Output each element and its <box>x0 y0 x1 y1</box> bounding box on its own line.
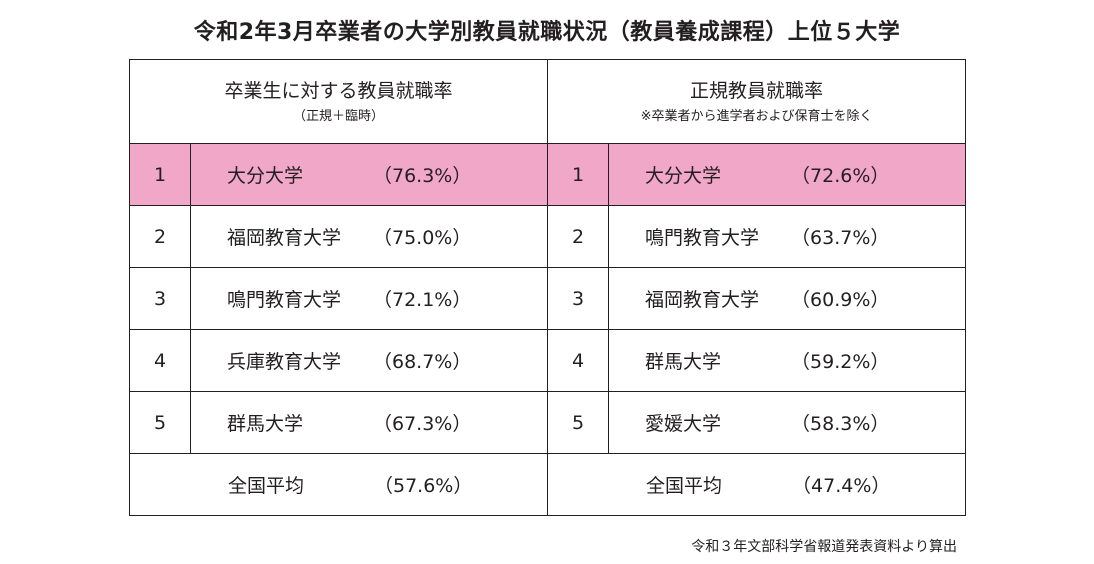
right-rank: 3 <box>547 267 610 330</box>
left-university: 福岡教育大学 （75.0%） <box>189 205 549 268</box>
employment-rate: （58.3%） <box>791 413 890 435</box>
university-name: 大分大学 <box>645 165 722 187</box>
table-row: 5 群馬大学 （67.3%） 5 愛媛大学 （58.3%） <box>129 391 967 454</box>
university-name: 兵庫教育大学 <box>227 351 342 373</box>
left-header-title: 卒業生に対する教員就職率 <box>224 79 453 102</box>
right-university: 大分大学 （72.6%） <box>608 143 967 206</box>
table-header-row: 卒業生に対する教員就職率 （正規＋臨時） 正規教員就職率 ※卒業者から進学者およ… <box>128 59 967 144</box>
left-university: 大分大学 （76.3%） <box>189 143 549 206</box>
average-rate: （47.4%） <box>792 475 891 497</box>
university-name: 愛媛大学 <box>645 413 722 435</box>
table-row: 1 大分大学 （76.3%） 1 大分大学 （72.6%） <box>129 143 967 206</box>
right-rank: 2 <box>547 205 610 268</box>
right-university: 群馬大学 （59.2%） <box>608 329 967 392</box>
right-university: 愛媛大学 （58.3%） <box>608 391 967 454</box>
employment-rate: （67.3%） <box>373 413 472 435</box>
university-name: 福岡教育大学 <box>645 289 760 311</box>
left-rank: 4 <box>129 329 191 392</box>
right-rank: 4 <box>547 329 610 392</box>
right-header-note: ※卒業者から進学者および保育士を除く <box>640 108 873 124</box>
university-name: 鳴門教育大学 <box>227 289 342 311</box>
left-university: 兵庫教育大学 （68.7%） <box>189 329 549 392</box>
page-title: 令和2年3月卒業者の大学別教員就職状況（教員養成課程）上位５大学 <box>193 20 901 45</box>
left-rank: 3 <box>129 267 191 330</box>
right-header: 正規教員就職率 ※卒業者から進学者および保育士を除く <box>547 59 967 144</box>
employment-rate: （68.7%） <box>373 351 472 373</box>
table-row: 2 福岡教育大学 （75.0%） 2 鳴門教育大学 （63.7%） <box>129 205 967 268</box>
university-name: 福岡教育大学 <box>227 227 342 249</box>
employment-rate: （63.7%） <box>791 227 890 249</box>
left-national-average: 全国平均 （57.6%） <box>128 453 549 516</box>
university-name: 大分大学 <box>227 165 304 187</box>
ranking-table: 卒業生に対する教員就職率 （正規＋臨時） 正規教員就職率 ※卒業者から進学者およ… <box>128 59 967 516</box>
left-university: 群馬大学 （67.3%） <box>189 391 549 454</box>
left-header-note: （正規＋臨時） <box>293 108 385 124</box>
right-university: 福岡教育大学 （60.9%） <box>608 267 967 330</box>
left-university: 鳴門教育大学 （72.1%） <box>189 267 549 330</box>
table-row: 4 兵庫教育大学 （68.7%） 4 群馬大学 （59.2%） <box>129 329 967 392</box>
source-note: 令和３年文部科学省報道発表資料より算出 <box>691 539 957 555</box>
average-label: 全国平均 <box>646 475 723 497</box>
left-rank: 5 <box>129 391 191 454</box>
university-name: 群馬大学 <box>227 413 304 435</box>
national-average-row: 全国平均 （57.6%） 全国平均 （47.4%） <box>128 453 967 516</box>
employment-rate: （72.6%） <box>791 165 890 187</box>
table-row: 3 鳴門教育大学 （72.1%） 3 福岡教育大学 （60.9%） <box>129 267 967 330</box>
employment-rate: （60.9%） <box>791 289 890 311</box>
university-name: 鳴門教育大学 <box>645 227 760 249</box>
right-rank: 1 <box>547 143 610 206</box>
left-rank: 1 <box>129 143 191 206</box>
left-header: 卒業生に対する教員就職率 （正規＋臨時） <box>128 59 549 144</box>
right-university: 鳴門教育大学 （63.7%） <box>608 205 967 268</box>
average-label: 全国平均 <box>228 475 305 497</box>
average-rate: （57.6%） <box>374 475 473 497</box>
employment-rate: （75.0%） <box>373 227 472 249</box>
right-national-average: 全国平均 （47.4%） <box>547 453 967 516</box>
right-rank: 5 <box>547 391 610 454</box>
university-name: 群馬大学 <box>645 351 722 373</box>
left-rank: 2 <box>129 205 191 268</box>
right-header-title: 正規教員就職率 <box>690 79 824 102</box>
employment-rate: （76.3%） <box>373 165 472 187</box>
employment-rate: （59.2%） <box>791 351 890 373</box>
employment-rate: （72.1%） <box>373 289 472 311</box>
